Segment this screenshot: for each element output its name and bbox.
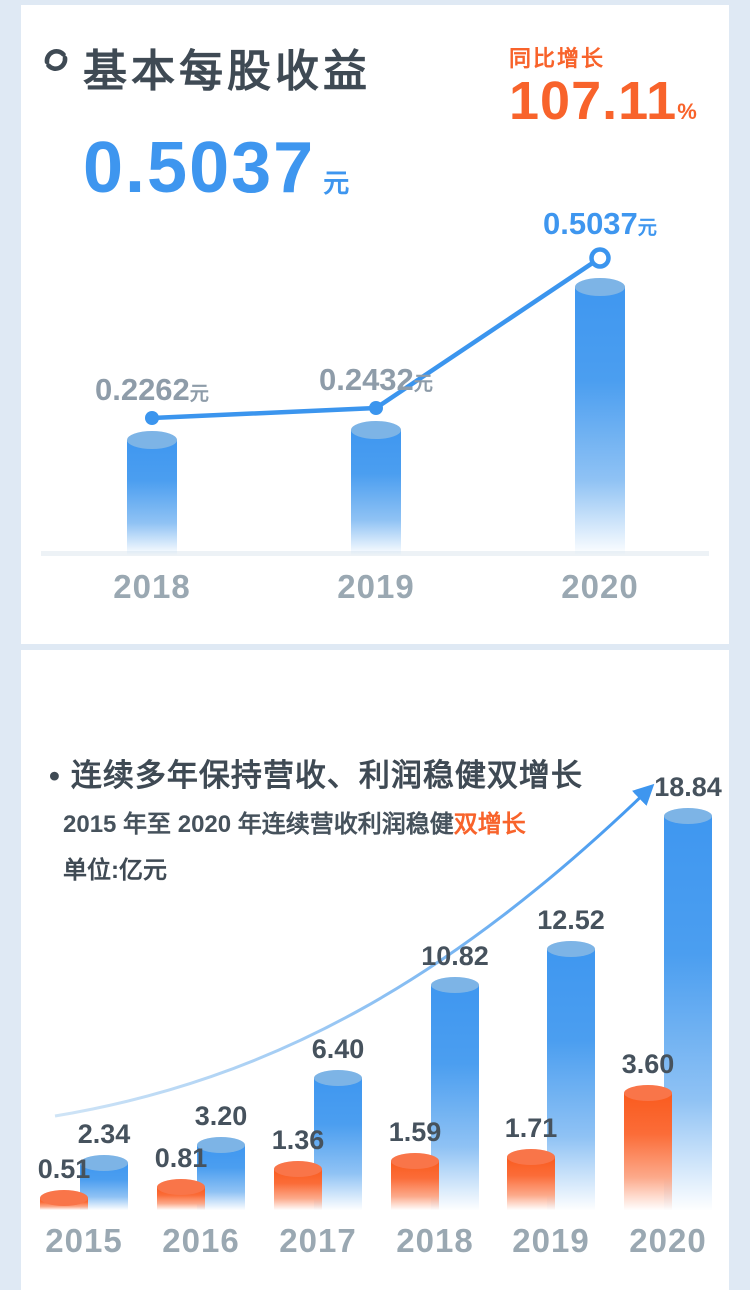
axis-label-2019: 2019 [512, 1222, 590, 1259]
bar-2020-利润 [624, 1093, 672, 1210]
value-label-2017-营收: 6.40 [311, 1034, 365, 1064]
bar-2020-eps [575, 287, 625, 555]
yoy-growth-value: 107.11% [509, 71, 697, 131]
bar-top-2017-营收 [314, 1070, 362, 1086]
bar-top-2015-利润 [40, 1190, 88, 1206]
page-title: 基本每股收益 [83, 47, 371, 96]
value-label-2019-营收: 12.52 [537, 905, 605, 935]
percent-sign: % [677, 99, 697, 124]
bar-2019-eps [351, 430, 401, 555]
yoy-growth-block: 同比增长 107.11% [509, 41, 697, 130]
bar-2018-利润 [391, 1161, 439, 1210]
yuan-unit: 元 [189, 384, 210, 405]
value-label-2015-利润: 0.51 [37, 1154, 91, 1184]
bar-top-2020-利润 [624, 1085, 672, 1101]
bar-2019-利润 [507, 1157, 555, 1210]
bar-top-2018-eps [127, 431, 177, 449]
yuan-unit: 元 [323, 168, 350, 198]
bar-top-2019-eps [351, 421, 401, 439]
axis-label-2018: 2018 [396, 1222, 474, 1259]
eps-bar-chart: 0.2262元 2018 0.2432元 2019 0.5037元 2020 [21, 5, 729, 644]
sync-swirl-icon [44, 49, 68, 71]
yoy-growth-label: 同比增长 [509, 46, 606, 71]
value-label-2018-营收: 10.82 [421, 941, 489, 971]
value-label-2016-利润: 0.81 [154, 1143, 208, 1173]
value-label-2020: 0.5037元 [542, 206, 658, 241]
data-point-dot [369, 401, 383, 415]
eps-card: 基本每股收益 同比增长 107.11% 0.5037 元 0.2262元 2018 0… [21, 5, 729, 644]
bar-top-2019-营收 [547, 941, 595, 957]
axis-label-2015: 2015 [45, 1222, 123, 1259]
yuan-unit: 元 [637, 218, 658, 239]
bullet-point: • [49, 758, 61, 793]
bar-top-2015-营收 [80, 1155, 128, 1171]
bar-2018-eps [127, 440, 177, 555]
axis-label-2020: 2020 [629, 1222, 707, 1259]
revenue-profit-bar-chart: 2.34 0.51 2015 3.20 0.81 2016 6.40 1.36 2017 10.8… [21, 650, 729, 1290]
data-point-dot [145, 411, 159, 425]
value-label-2020-营收: 18.84 [654, 772, 722, 802]
value-label-2015-营收: 2.34 [77, 1119, 131, 1149]
eps-main-value: 0.5037 元 [83, 128, 350, 208]
bar-top-2018-利润 [391, 1153, 439, 1169]
bar-top-2018-营收 [431, 977, 479, 993]
value-label-2020-利润: 3.60 [621, 1049, 675, 1079]
bar-top-2016-营收 [197, 1137, 245, 1153]
value-label-2017-利润: 1.36 [271, 1125, 325, 1155]
axis-label-2017: 2017 [279, 1222, 357, 1259]
value-label-2016-营收: 3.20 [194, 1101, 248, 1131]
yuan-unit: 元 [413, 374, 434, 395]
axis-label-2018: 2018 [113, 568, 191, 605]
bar-top-2020-eps [575, 278, 625, 296]
bar-2020-营收 [664, 816, 712, 1210]
value-label-2018-利润: 1.59 [388, 1117, 442, 1147]
bar-top-2017-利润 [274, 1161, 322, 1177]
bar-2016-营收 [197, 1145, 245, 1210]
axis-label-2016: 2016 [162, 1222, 240, 1259]
value-label-2019: 0.2432元 [318, 362, 434, 397]
value-label-2019-利润: 1.71 [504, 1113, 558, 1143]
growth-card: • 连续多年保持营收、利润稳健双增长 2015 年至 2020 年连续营收利润稳健… [21, 650, 729, 1290]
endpoint-open-circle [589, 247, 611, 269]
value-label-2018: 0.2262元 [94, 372, 210, 407]
axis-label-2020: 2020 [561, 568, 639, 605]
bar-top-2016-利润 [157, 1179, 205, 1195]
bar-top-2020-营收 [664, 808, 712, 824]
axis-label-2019: 2019 [337, 568, 415, 605]
bar-top-2019-利润 [507, 1149, 555, 1165]
